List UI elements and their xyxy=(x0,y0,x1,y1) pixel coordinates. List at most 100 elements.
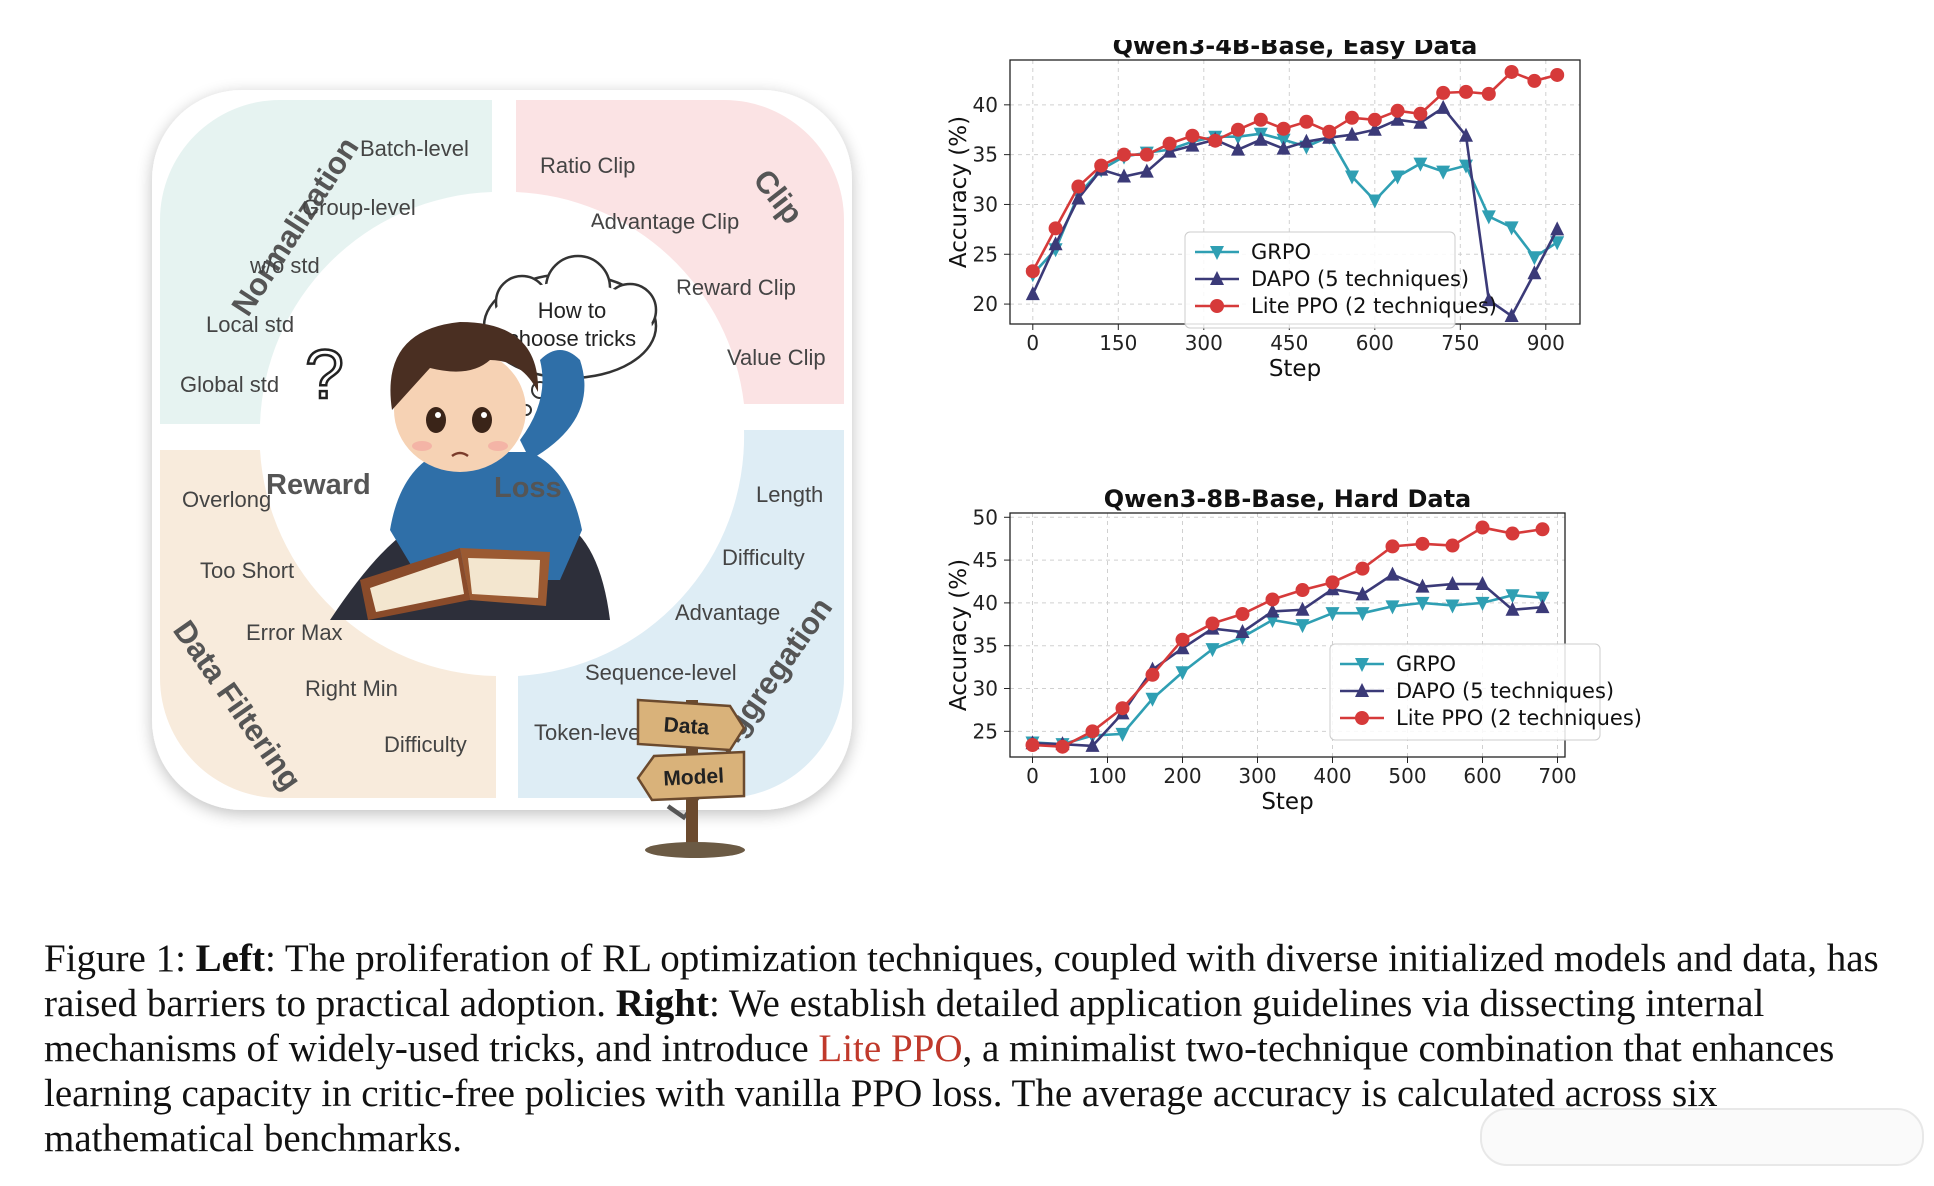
y-tick-label: 20 xyxy=(973,292,998,316)
data-point xyxy=(1325,575,1340,590)
data-point xyxy=(1550,67,1565,82)
data-point xyxy=(1535,522,1550,537)
x-tick-label: 300 xyxy=(1238,764,1276,788)
signpost-icon: Data Model xyxy=(636,698,746,858)
data-point xyxy=(1355,586,1370,601)
figure-caption: Figure 1: Left: The proliferation of RL … xyxy=(44,936,1894,1161)
y-tick-label: 50 xyxy=(973,505,998,529)
data-point xyxy=(1276,140,1291,155)
watermark xyxy=(1480,1108,1924,1166)
data-point xyxy=(1475,576,1490,591)
data-point xyxy=(1535,591,1550,606)
series-line xyxy=(1031,106,1559,318)
data-point xyxy=(1436,165,1451,180)
data-point xyxy=(1175,640,1190,655)
clip-item: Reward Clip xyxy=(676,275,796,300)
data-point xyxy=(1175,632,1190,647)
x-tick-label: 900 xyxy=(1527,331,1565,355)
data-point xyxy=(1385,539,1400,554)
legend-box xyxy=(1329,643,1601,741)
x-tick-label: 450 xyxy=(1270,331,1308,355)
reward-label: Reward xyxy=(266,469,371,501)
data-point xyxy=(1355,683,1369,697)
y-tick-label: 40 xyxy=(973,591,998,615)
data-point xyxy=(1504,64,1519,79)
y-tick-label: 35 xyxy=(973,634,998,658)
data-point xyxy=(1085,737,1100,752)
y-tick-label: 40 xyxy=(973,93,998,117)
caption-sentence-1: Figure 1: Left: The proliferation of RL … xyxy=(44,936,1894,1161)
data-point xyxy=(1504,308,1519,323)
data-point xyxy=(1550,221,1565,236)
data-point xyxy=(1367,112,1382,127)
data-point xyxy=(1175,666,1190,681)
data-point xyxy=(1527,251,1542,266)
clip-quadrant xyxy=(516,100,844,404)
data-point xyxy=(1117,168,1131,183)
data-point xyxy=(1210,271,1224,285)
chart-title: Qwen3-4B-Base, Easy Data xyxy=(1113,40,1478,60)
data-point xyxy=(1235,624,1250,639)
data-point xyxy=(1085,724,1100,739)
data-point xyxy=(1475,520,1490,535)
data-point xyxy=(1535,599,1550,614)
signpost-data-label: Data xyxy=(663,713,710,739)
x-axis-label: Step xyxy=(1269,356,1321,382)
y-tick-label: 45 xyxy=(973,548,998,572)
data-point xyxy=(1413,114,1428,129)
data-point xyxy=(1390,111,1405,126)
data-point xyxy=(1185,128,1200,143)
normalization-item: Global std xyxy=(180,372,279,397)
data-point xyxy=(1185,137,1200,152)
x-tick-label: 500 xyxy=(1388,764,1426,788)
data-point xyxy=(1295,583,1310,598)
x-tick-label: 700 xyxy=(1538,764,1576,788)
data-point xyxy=(1208,133,1223,148)
data-point xyxy=(1436,99,1451,114)
data-point xyxy=(1505,526,1520,541)
data-point xyxy=(1413,157,1428,172)
legend-label: GRPO xyxy=(1251,240,1311,264)
y-tick-label: 25 xyxy=(973,719,998,743)
data-point xyxy=(1295,619,1310,634)
data-point xyxy=(1481,292,1496,307)
loss-aggregation-item: Difficulty xyxy=(722,545,805,570)
question-mark-icon: ? xyxy=(305,335,344,413)
data-point xyxy=(1415,536,1430,551)
x-tick-label: 0 xyxy=(1026,331,1039,355)
data-point xyxy=(1390,170,1405,185)
data-point xyxy=(1055,739,1070,754)
left-label: Left xyxy=(195,937,265,980)
plot-frame xyxy=(1009,512,1566,758)
x-tick-label: 0 xyxy=(1026,764,1039,788)
data-point xyxy=(1390,103,1405,118)
data-point xyxy=(1139,163,1154,178)
data-point xyxy=(1115,701,1130,716)
x-tick-label: 600 xyxy=(1463,764,1501,788)
data-point xyxy=(1265,592,1280,607)
y-axis-label: Accuracy (%) xyxy=(946,116,972,268)
data-point xyxy=(1367,121,1382,136)
data-point xyxy=(1276,121,1291,136)
data-point xyxy=(1117,147,1131,162)
data-point xyxy=(1527,73,1542,88)
data-point xyxy=(1527,265,1542,280)
data-point xyxy=(1504,221,1519,236)
accuracy-chart-8b-hard: 0 100 200 300 400 500 600 700 25 30 35 40 45 50 Qwen3-… xyxy=(946,485,1642,815)
figure-label: Figure 1: xyxy=(44,937,196,980)
series-line xyxy=(1032,593,1543,746)
data-point xyxy=(1345,126,1359,141)
data-point xyxy=(1299,114,1314,129)
data-filtering-item: Error Max xyxy=(246,620,343,645)
normalization-item: w/o std xyxy=(249,253,320,278)
rl-tricks-diagram: Normalization Clip Data Filtering Loss A… xyxy=(152,90,852,858)
data-point xyxy=(1481,86,1496,101)
data-point xyxy=(1505,589,1520,604)
legend-label: DAPO (5 techniques) xyxy=(1396,679,1614,703)
data-point xyxy=(1205,643,1220,658)
data-point xyxy=(1355,658,1369,672)
data-point xyxy=(1048,221,1063,236)
data-point xyxy=(1210,246,1224,260)
y-tick-label: 35 xyxy=(973,143,998,167)
data-point xyxy=(1345,110,1359,125)
